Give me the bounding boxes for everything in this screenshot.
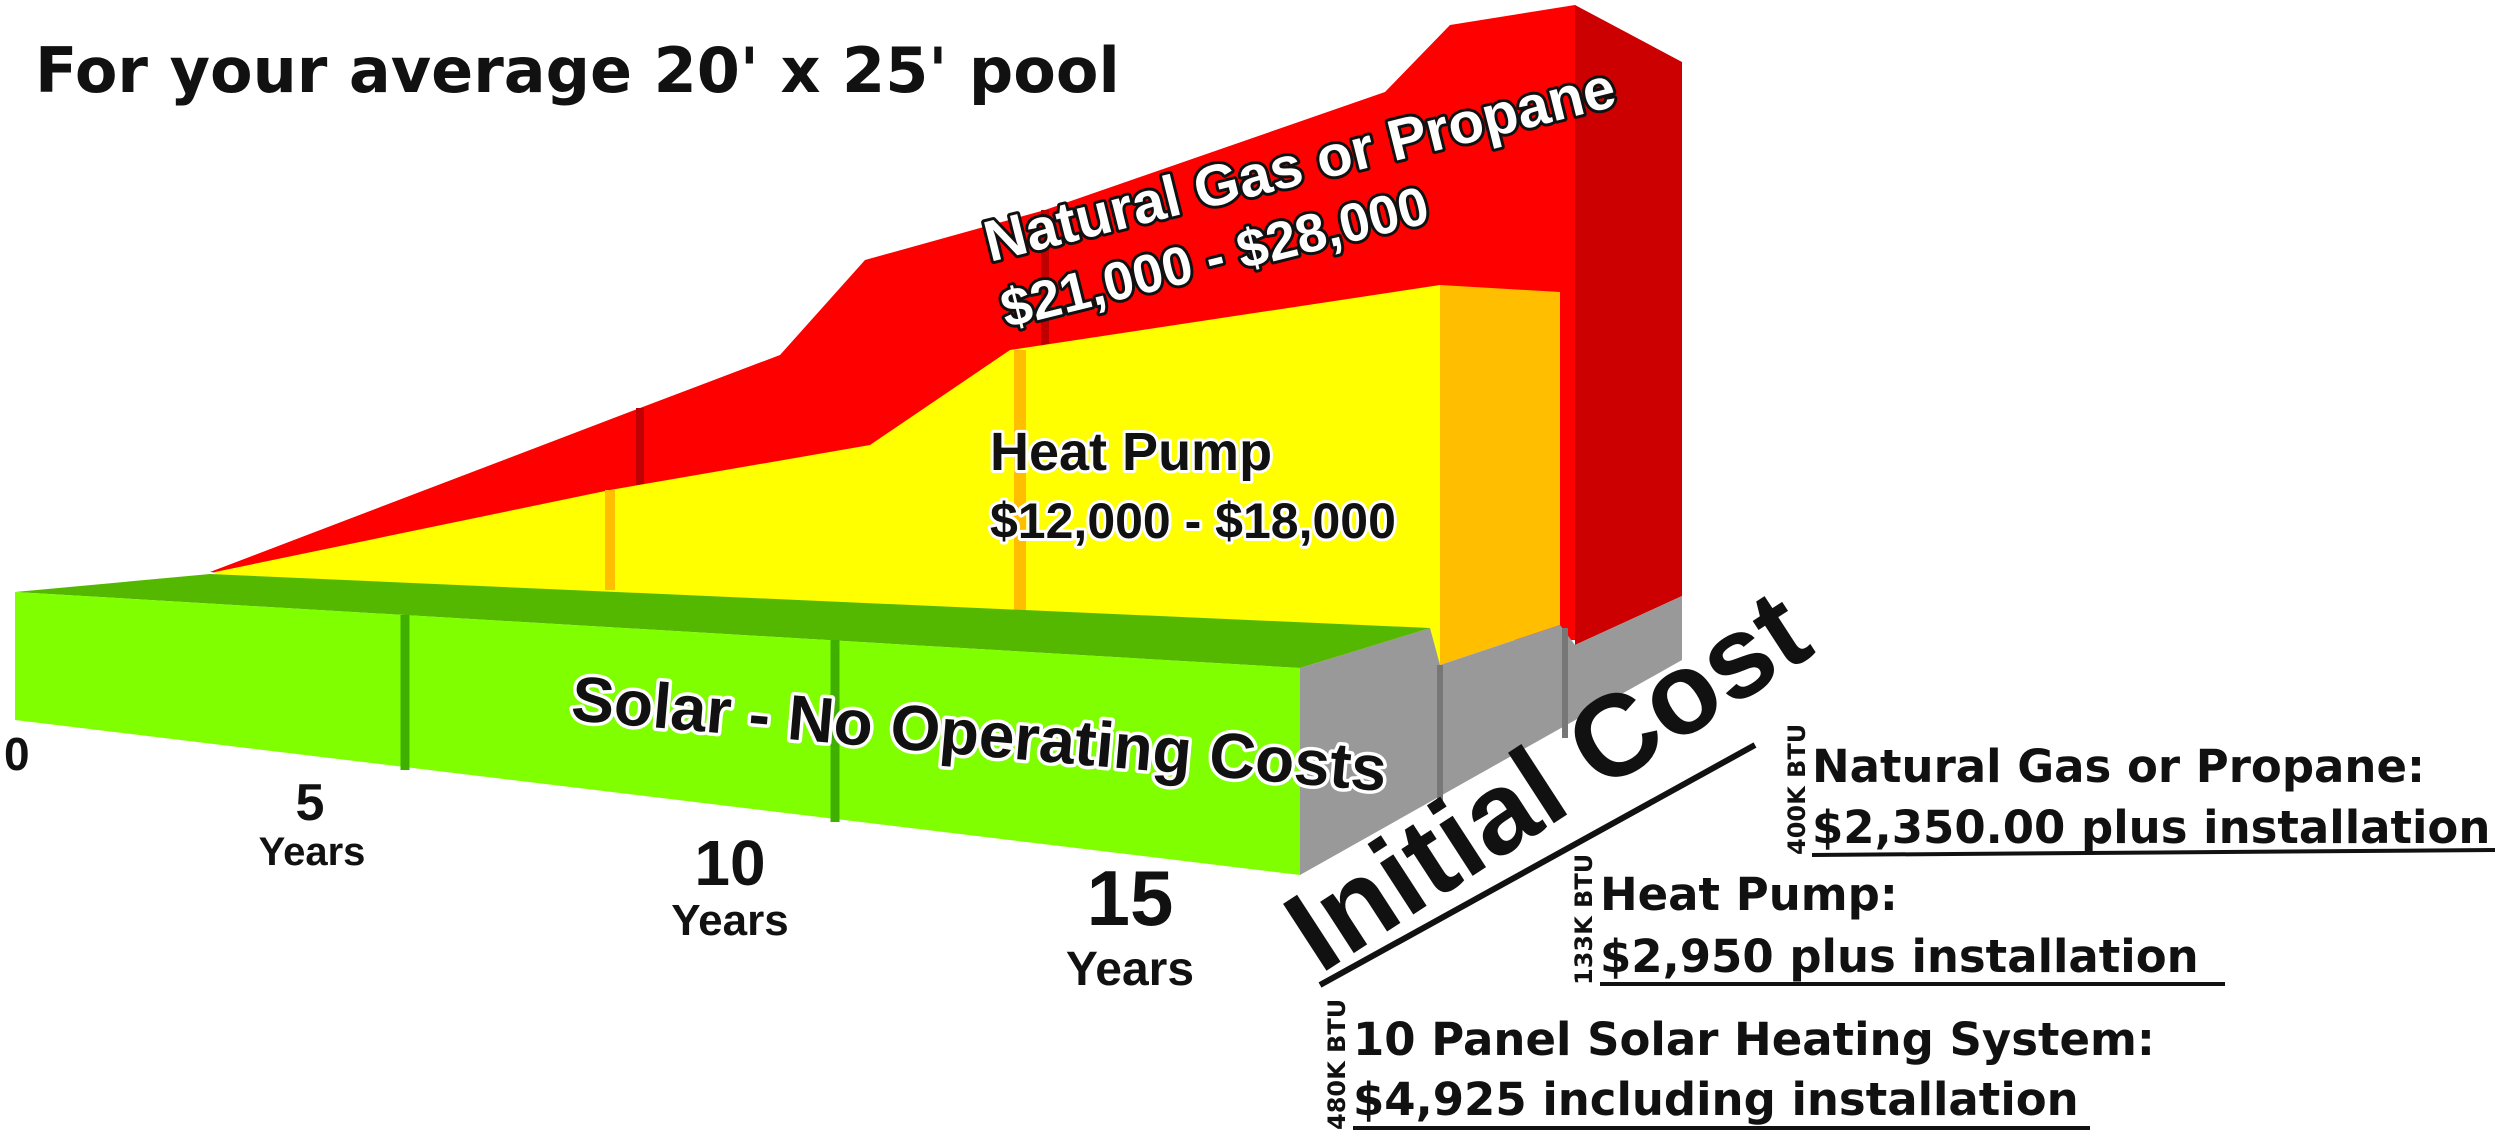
solar-front-face <box>15 592 1300 875</box>
solar-initial-price: $4,925 including installation <box>1353 1073 2079 1126</box>
heatpump-area-side <box>1440 285 1560 665</box>
gas-initial-name: Natural Gas or Propane: <box>1812 740 2425 793</box>
solar-top-face <box>15 574 1430 668</box>
x-tick-5: 5 <box>296 774 325 832</box>
gas-price-underline <box>1811 848 2496 857</box>
x-tick-15: 15 <box>1087 854 1174 942</box>
x-tick-10: 10 <box>694 827 765 899</box>
heatpump-initial-name: Heat Pump: <box>1600 868 1898 921</box>
heatpump-initial-price: $2,950 plus installation <box>1600 930 2199 983</box>
initial-cost-underline <box>1318 742 1757 988</box>
x-tick-10-unit: Years <box>671 896 788 945</box>
heatpump-area-front <box>215 285 1440 665</box>
heatpump-series-range: $12,000 - $18,000 <box>990 493 1396 549</box>
x-tick-5-unit: Years <box>259 830 366 874</box>
x-tick-0: 0 <box>4 728 30 780</box>
initial-cost-base-front <box>1300 596 1682 875</box>
gas-area-side <box>1575 5 1682 645</box>
gas-btu-label: 400K BTU <box>1783 724 1811 855</box>
chart-title: For your average 20' x 25' pool <box>35 34 1120 107</box>
solar-btu-label: 480K BTU <box>1323 999 1351 1130</box>
heatpump-series-label: Heat Pump <box>990 422 1272 482</box>
x-tick-15-unit: Years <box>1066 943 1194 996</box>
solar-initial-name: 10 Panel Solar Heating System: <box>1353 1013 2155 1066</box>
heatpump-btu-label: 133K BTU <box>1570 854 1598 985</box>
gas-initial-price: $2,350.00 plus installation <box>1812 801 2490 854</box>
